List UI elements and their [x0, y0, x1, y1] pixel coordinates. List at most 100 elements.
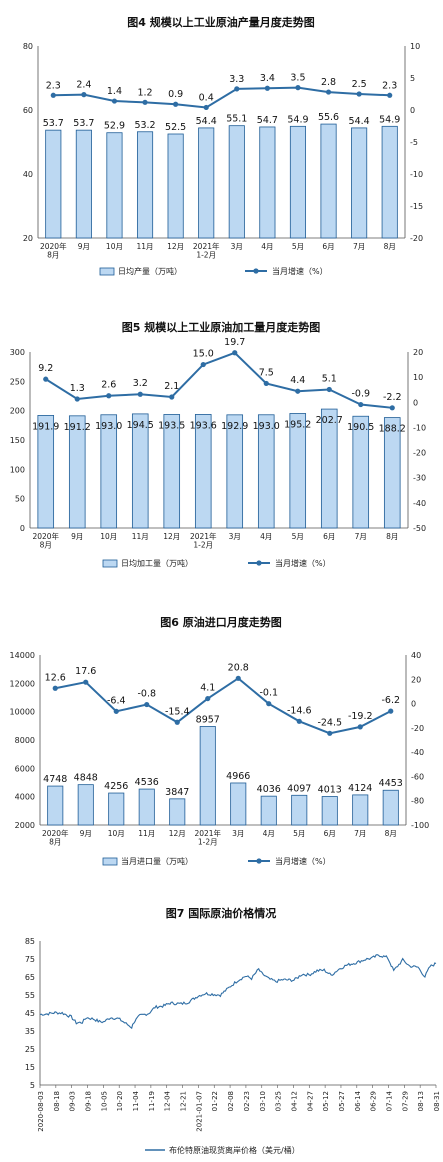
growth-value-label: 2.3: [46, 80, 61, 91]
bar: [259, 126, 276, 239]
category-label: 8月: [386, 532, 398, 541]
left-axis-tick-label: 0: [20, 524, 25, 533]
bar: [289, 413, 307, 529]
growth-value-label: -24.5: [317, 717, 342, 728]
growth-point: [74, 396, 80, 402]
growth-value-label: 12.6: [45, 672, 66, 683]
x-tick-label: 03-25: [275, 1091, 283, 1111]
x-tick-label: 07-14: [385, 1090, 393, 1111]
bar-value-label: 55.1: [226, 114, 247, 125]
category-label: 2021年 1-2月: [193, 241, 220, 260]
right-axis-tick-label: 0: [410, 106, 415, 115]
bar: [351, 127, 368, 239]
category-label: 10月: [106, 242, 123, 251]
bar: [100, 414, 118, 529]
legend-bar-label: 日均加工量（万吨）: [121, 558, 193, 568]
growth-point: [263, 380, 269, 387]
growth-value-label: 5.1: [322, 373, 337, 384]
x-tick-label: 08-31: [433, 1091, 441, 1111]
bar-value-label: 4966: [226, 771, 250, 782]
bar-value-label: 194.5: [127, 420, 154, 431]
category-label: 2020年 8月: [40, 241, 67, 260]
category-label: 4月: [260, 532, 272, 541]
right-axis-tick-label: -20: [413, 449, 426, 458]
growth-value-label: 17.6: [75, 666, 96, 677]
category-label: 11月: [138, 829, 155, 838]
bar: [77, 784, 94, 826]
bar-value-label: 54.7: [257, 115, 278, 126]
growth-point: [232, 350, 238, 356]
category-label: 5月: [292, 532, 304, 541]
growth-point: [295, 85, 301, 91]
bar: [383, 417, 401, 529]
bar-value-label: 4036: [257, 784, 281, 795]
category-label: 8月: [385, 829, 397, 838]
right-axis-tick-label: 0: [413, 398, 418, 407]
category-label: 5月: [292, 242, 304, 251]
bar-value-label: 193.5: [158, 420, 185, 431]
bar-value-label: 191.2: [64, 422, 91, 433]
chart-7: 图7 国际原油价格情况 5 15 25 35 45 55 65 75 85 2020-08-03 08…: [25, 906, 441, 1155]
growth-value-label: 15.0: [193, 349, 214, 360]
left-axis-tick-label: 12000: [10, 679, 35, 688]
bar: [382, 789, 399, 826]
growth-value-label: 4.4: [290, 375, 305, 386]
category-label: 2021年 1-2月: [194, 828, 221, 847]
bar-value-label: 53.2: [134, 120, 155, 131]
legend-line-label: 当月增速（%）: [275, 856, 331, 866]
growth-point: [173, 101, 179, 107]
bar-value-label: 52.9: [104, 121, 125, 132]
growth-point: [137, 391, 143, 397]
bar: [194, 414, 212, 529]
growth-value-label: 1.3: [70, 383, 85, 394]
legend-bar-label: 日均产量（万吨）: [118, 266, 182, 276]
growth-point: [325, 89, 332, 95]
growth-point: [144, 701, 150, 708]
bar: [131, 413, 149, 529]
chart-4: 图4 规模以上工业原油产量月度走势图 20 40 60 80 -20 -15 -10 -5 0 5 1…: [23, 15, 423, 276]
right-axis-tick-label: -20: [411, 724, 424, 733]
growth-point: [113, 708, 119, 714]
category-label: 12月: [163, 532, 180, 541]
bar-value-label: 4097: [287, 783, 311, 794]
legend-bar-swatch: [102, 559, 118, 568]
category-label: 4月: [263, 829, 275, 838]
growth-value-label: -0.8: [137, 689, 156, 700]
category-label: 12月: [169, 829, 186, 838]
left-axis-tick-label: 80: [23, 42, 33, 51]
growth-value-label: 3.5: [290, 73, 305, 84]
legend-line-label: 当月增速（%）: [272, 266, 328, 276]
bar: [291, 794, 308, 826]
category-label: 2021年 1-2月: [190, 531, 217, 550]
growth-point: [106, 393, 112, 399]
bar-value-label: 190.5: [347, 422, 374, 433]
bar: [320, 408, 338, 529]
growth-point: [296, 718, 302, 724]
growth-point: [200, 361, 206, 368]
category-label: 3月: [232, 829, 244, 838]
right-axis-tick-label: -15: [410, 202, 423, 211]
y-tick-label: 25: [25, 1045, 35, 1054]
x-tick-label: 07-29: [401, 1091, 409, 1111]
growth-value-label: 2.5: [352, 79, 367, 90]
bar: [230, 782, 247, 826]
right-axis-tick-label: -10: [413, 423, 426, 432]
bar-value-label: 4848: [74, 773, 98, 784]
bar: [257, 414, 275, 529]
growth-value-label: 2.6: [101, 380, 116, 391]
left-axis-tick-label: 20: [23, 234, 33, 243]
category-label: 11月: [132, 532, 149, 541]
bar-value-label: 54.4: [196, 116, 217, 127]
left-axis-tick-label: 4000: [15, 793, 35, 802]
bar: [228, 125, 245, 239]
growth-value-label: 2.1: [164, 381, 179, 392]
legend-line-marker: [253, 268, 259, 274]
bar: [68, 415, 86, 529]
bar: [37, 415, 55, 529]
category-label: 12月: [167, 242, 184, 251]
category-label: 6月: [323, 532, 335, 541]
legend-line-marker: [256, 858, 262, 864]
growth-value-label: 0.9: [168, 89, 183, 100]
bar: [321, 796, 338, 826]
right-axis-tick-label: 20: [413, 348, 423, 357]
